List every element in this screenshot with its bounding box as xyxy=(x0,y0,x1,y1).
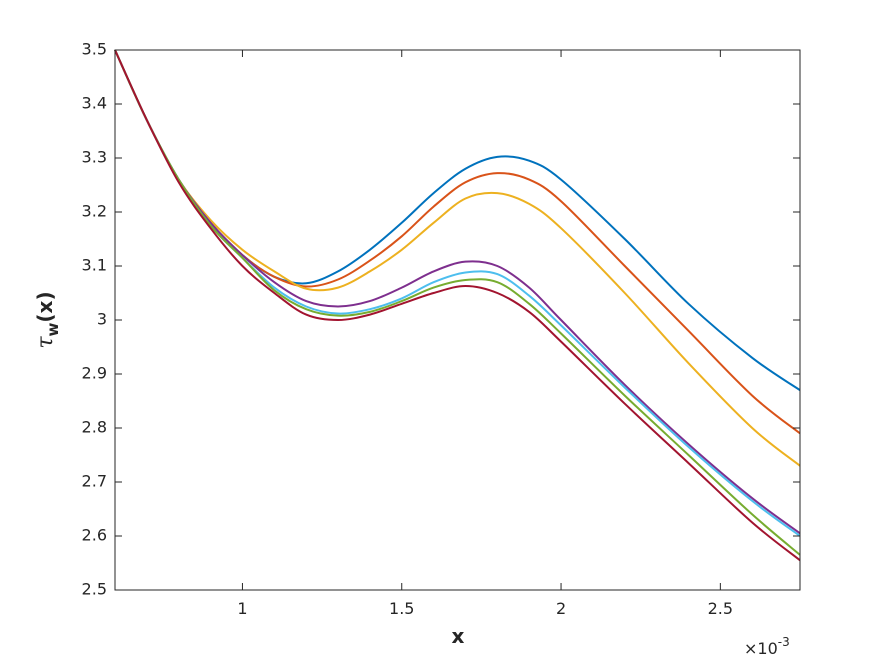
y-axis-label-symbol: τ xyxy=(33,336,58,349)
y-axis-label-subscript: w xyxy=(44,322,62,336)
y-tick-label: 3.5 xyxy=(82,40,107,59)
y-axis-label: τw(x) xyxy=(33,291,62,348)
series-line xyxy=(114,49,801,556)
y-tick-label: 2.7 xyxy=(82,472,107,491)
y-tick-label: 2.5 xyxy=(82,580,107,599)
y-tick-label: 3.4 xyxy=(82,94,107,113)
series-line xyxy=(114,49,801,535)
y-tick-label: 3 xyxy=(97,310,107,329)
y-tick-label: 2.6 xyxy=(82,526,107,545)
y-tick-label: 2.8 xyxy=(82,418,107,437)
x-tick-label: 2 xyxy=(556,599,566,618)
y-tick-label: 3.1 xyxy=(82,256,107,275)
y-axis-label-arg: (x) xyxy=(33,291,57,322)
y-tick-label: 2.9 xyxy=(82,364,107,383)
x-multiplier: ×10-3 xyxy=(744,635,790,658)
x-tick-label: 1 xyxy=(237,599,247,618)
plot-area xyxy=(114,49,801,562)
series-line xyxy=(114,49,801,562)
x-tick-label: 1.5 xyxy=(389,599,414,618)
y-tick-label: 3.3 xyxy=(82,148,107,167)
x-tick-label: 2.5 xyxy=(708,599,733,618)
series-line xyxy=(114,49,801,467)
x-multiplier-exponent: -3 xyxy=(778,635,790,649)
x-axis-label: x xyxy=(452,624,465,648)
x-multiplier-base: ×10 xyxy=(744,639,778,658)
y-tick-label: 3.2 xyxy=(82,202,107,221)
